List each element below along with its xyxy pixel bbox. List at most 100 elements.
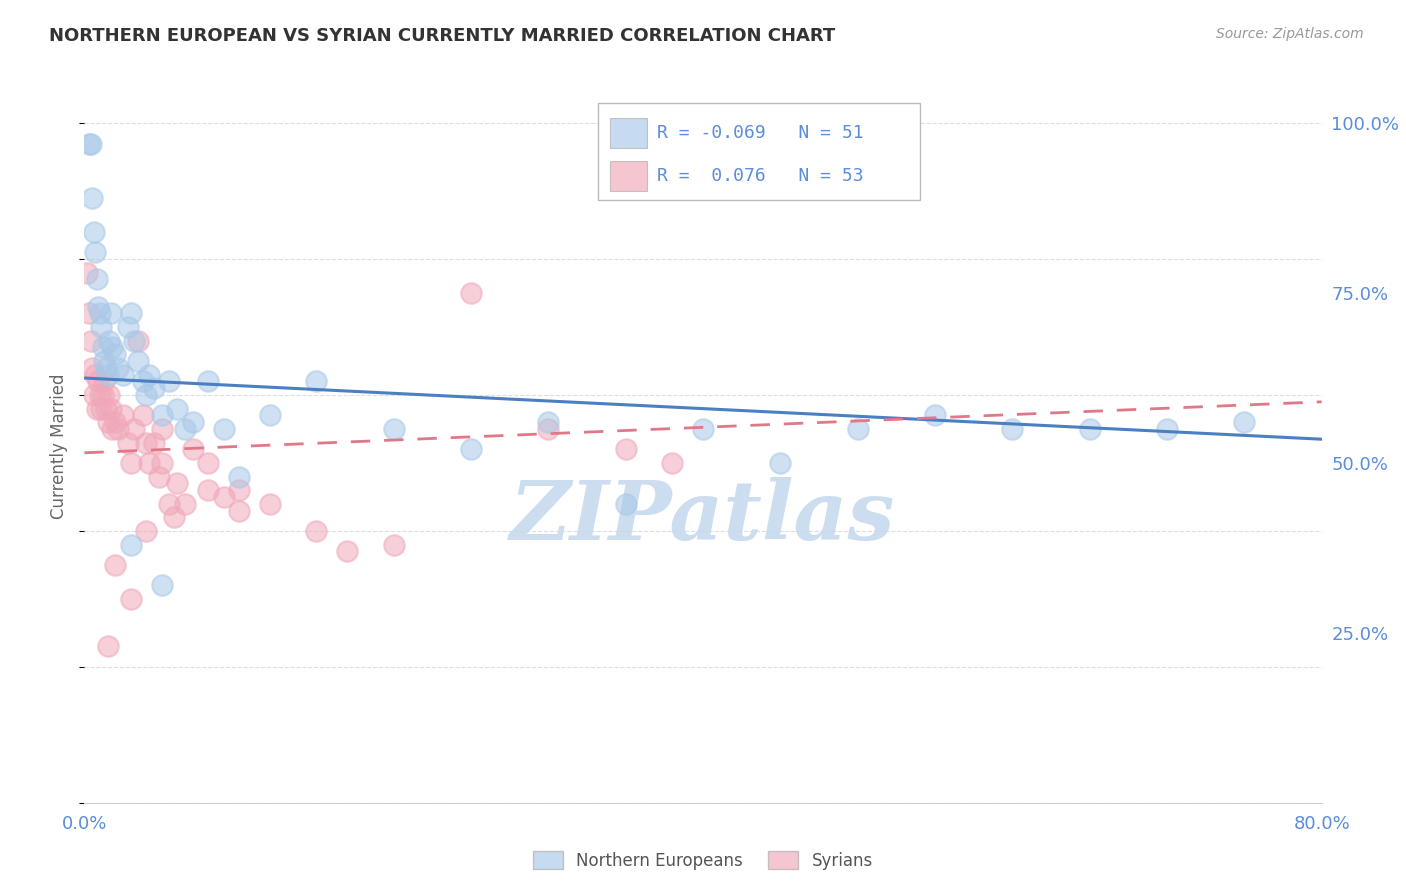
Point: [159, 497, 181, 511]
FancyBboxPatch shape: [610, 119, 647, 148]
Point: [460, 442, 482, 457]
Point: [77, 136, 100, 151]
Point: [104, 415, 127, 429]
Point: [93, 354, 115, 368]
Point: [614, 442, 637, 457]
Point: [259, 497, 281, 511]
Point: [89, 388, 111, 402]
Point: [97, 640, 120, 654]
Point: [86, 401, 108, 416]
Point: [228, 503, 250, 517]
Point: [79, 334, 101, 348]
Point: [83, 388, 105, 402]
Point: [174, 422, 197, 436]
Point: [94, 360, 117, 375]
Point: [197, 456, 219, 470]
Point: [91, 388, 114, 402]
Point: [135, 388, 157, 402]
Point: [228, 469, 250, 483]
Point: [98, 334, 121, 348]
Point: [86, 272, 108, 286]
Point: [150, 409, 173, 423]
Point: [107, 422, 129, 436]
Point: [537, 415, 560, 429]
Point: [212, 422, 235, 436]
Point: [846, 422, 869, 436]
Text: Source: ZipAtlas.com: Source: ZipAtlas.com: [1216, 27, 1364, 41]
Point: [769, 456, 792, 470]
Point: [77, 306, 100, 320]
Point: [82, 360, 104, 375]
Point: [120, 537, 142, 551]
Point: [148, 469, 170, 483]
Point: [181, 415, 204, 429]
Point: [924, 409, 946, 423]
Point: [79, 136, 101, 151]
Point: [138, 368, 160, 382]
Point: [87, 300, 110, 314]
Point: [101, 341, 124, 355]
Point: [166, 476, 188, 491]
FancyBboxPatch shape: [610, 161, 647, 191]
Point: [692, 422, 714, 436]
Point: [382, 422, 405, 436]
Point: [150, 456, 173, 470]
Point: [181, 442, 204, 457]
Point: [76, 266, 98, 280]
Point: [1078, 422, 1101, 436]
Point: [104, 347, 127, 361]
Point: [83, 225, 105, 239]
Y-axis label: Currently Married: Currently Married: [51, 373, 69, 519]
Point: [132, 409, 155, 423]
Text: R =  0.076   N = 53: R = 0.076 N = 53: [657, 168, 863, 186]
Text: R = -0.069   N = 51: R = -0.069 N = 51: [657, 125, 863, 143]
Point: [382, 537, 405, 551]
Point: [117, 435, 139, 450]
Text: ZIPatlas: ZIPatlas: [510, 477, 896, 558]
Point: [174, 497, 197, 511]
Point: [82, 191, 104, 205]
Point: [128, 334, 150, 348]
Text: NORTHERN EUROPEAN VS SYRIAN CURRENTLY MARRIED CORRELATION CHART: NORTHERN EUROPEAN VS SYRIAN CURRENTLY MA…: [49, 27, 835, 45]
Point: [197, 375, 219, 389]
Point: [259, 409, 281, 423]
Point: [112, 368, 135, 382]
Point: [97, 415, 120, 429]
Point: [87, 375, 110, 389]
Point: [135, 435, 157, 450]
Point: [138, 456, 160, 470]
Point: [97, 368, 120, 382]
Point: [84, 368, 107, 382]
Point: [101, 422, 124, 436]
Point: [150, 578, 173, 592]
Point: [94, 401, 117, 416]
Point: [163, 510, 186, 524]
Point: [112, 409, 135, 423]
Point: [336, 544, 359, 558]
Point: [122, 334, 145, 348]
Point: [614, 497, 637, 511]
Point: [91, 341, 114, 355]
Point: [1001, 422, 1024, 436]
Point: [104, 558, 127, 572]
Point: [90, 401, 112, 416]
Point: [90, 320, 112, 334]
Point: [120, 591, 142, 606]
Point: [122, 422, 145, 436]
Point: [197, 483, 219, 498]
Point: [143, 381, 166, 395]
Point: [537, 422, 560, 436]
Point: [132, 375, 155, 389]
Point: [305, 375, 328, 389]
Point: [89, 306, 111, 320]
Point: [166, 401, 188, 416]
Point: [159, 375, 181, 389]
Point: [100, 306, 122, 320]
Point: [305, 524, 328, 538]
Point: [1156, 422, 1178, 436]
Point: [100, 401, 122, 416]
Point: [120, 306, 142, 320]
Point: [1233, 415, 1256, 429]
Point: [128, 354, 150, 368]
Point: [150, 422, 173, 436]
